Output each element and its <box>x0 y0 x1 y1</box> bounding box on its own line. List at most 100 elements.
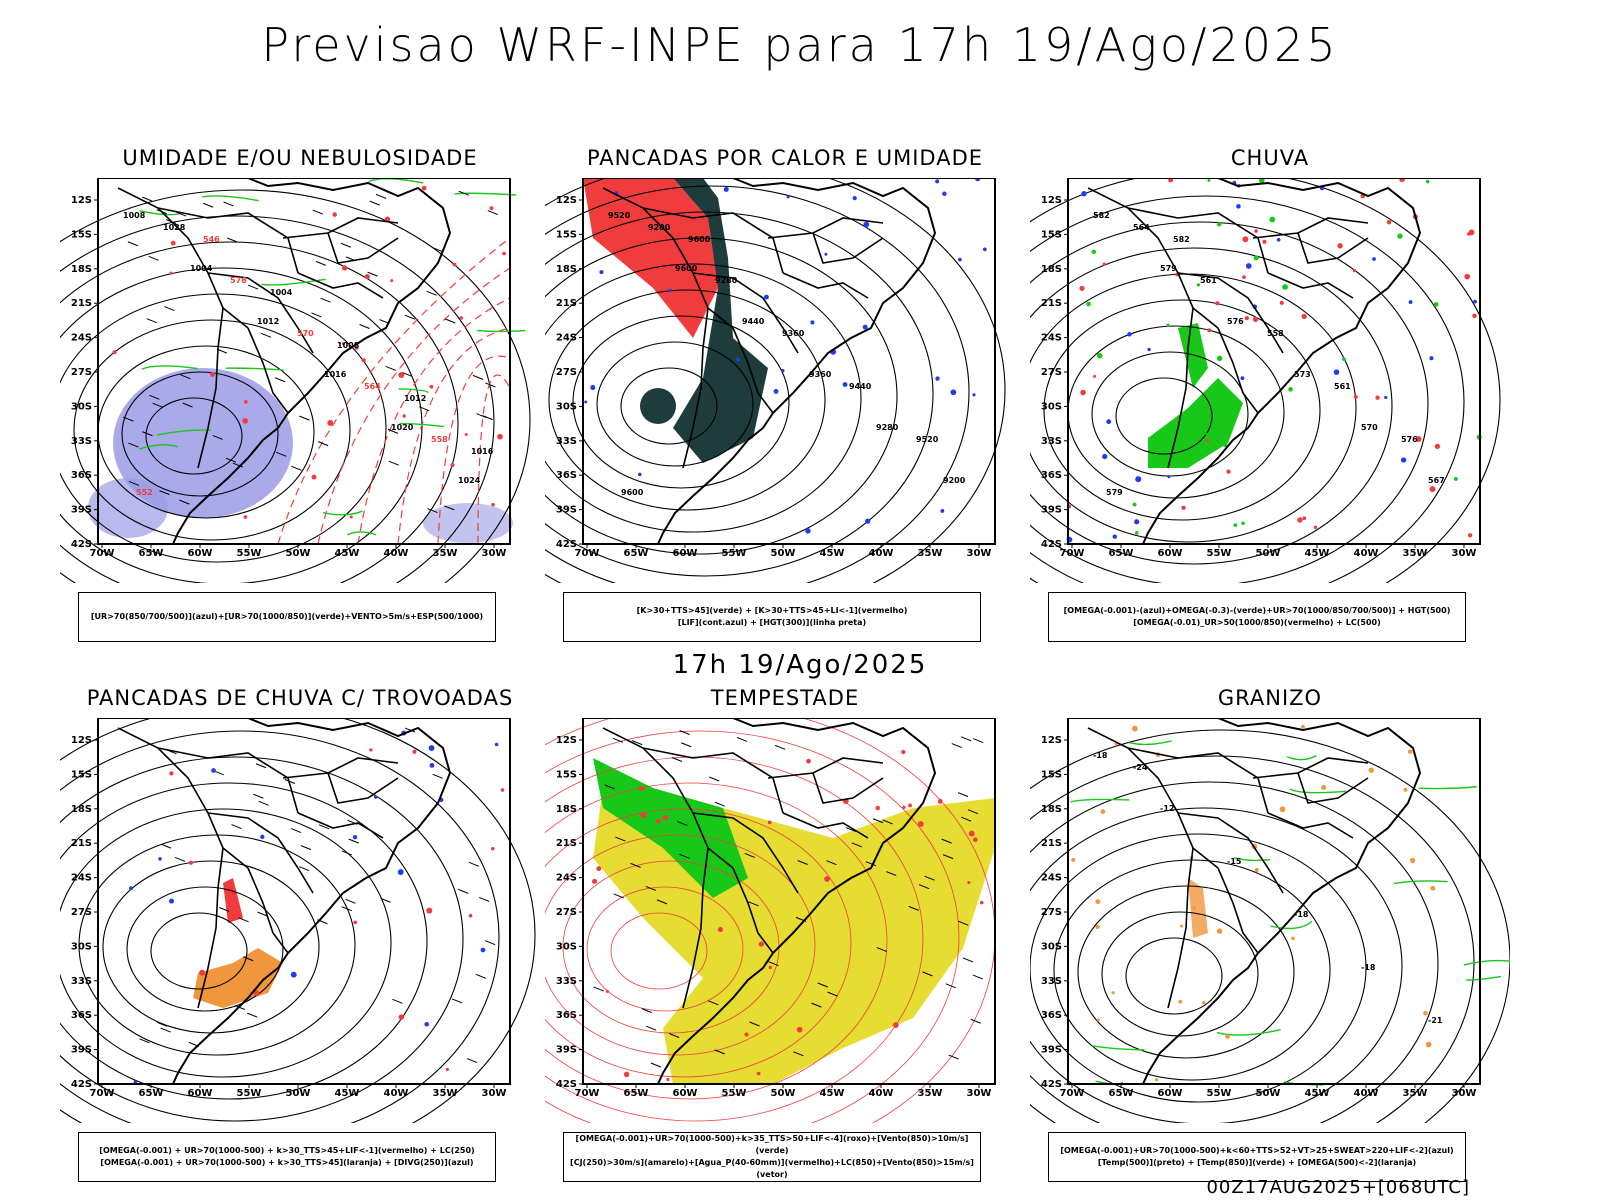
lon-label: 60W <box>188 548 213 559</box>
wind-vector <box>458 888 469 894</box>
field-speck <box>590 385 596 391</box>
field-speck <box>605 989 609 993</box>
field-speck <box>937 798 943 804</box>
field-speck <box>1091 249 1097 255</box>
panel-legend: [OMEGA(-0.001) + UR>70(1000-500) + k>30_… <box>78 1132 496 1182</box>
field-speck <box>1368 767 1374 773</box>
field-speck <box>1245 263 1252 269</box>
page-title: Previsao WRF-INPE para 17h 19/Ago/2025 <box>261 18 1339 72</box>
contour-line <box>60 215 495 583</box>
coastline <box>657 178 937 545</box>
map[interactable]: -18 -12 -15 -18 -18 -21 -24 12S 15S 18S 21S 24S 27S 3… <box>1030 718 1510 1123</box>
map-svg: 1008 1004 1012 1016 1020 1024 1028 576 570 564 558… <box>60 178 531 583</box>
panel-title: CHUVA <box>1230 146 1310 170</box>
coastline <box>172 718 452 1085</box>
contour-label: 1020 <box>391 423 414 432</box>
country-border <box>1252 217 1369 239</box>
country-border <box>207 812 314 894</box>
country-border <box>1167 307 1194 469</box>
wind-vector <box>128 480 140 486</box>
map[interactable]: 582 579 576 573 570 567 564 561 558 561 576 579 582 1… <box>1030 178 1510 583</box>
contour-label: 573 <box>1294 370 1311 379</box>
lon-label: 70W <box>90 548 115 559</box>
map[interactable]: 12S 15S 18S 21S 24S 27S 30S 33S 36S 39S 42S 70W 65W 6… <box>60 718 540 1123</box>
contour-line <box>1030 247 1393 565</box>
field-speck <box>584 400 588 404</box>
country-border <box>642 747 784 814</box>
contour-label: 552 <box>136 488 153 497</box>
wind-green-fill <box>593 758 748 898</box>
field-speck <box>429 763 435 768</box>
wind-vector <box>253 793 264 799</box>
contour-label: 1012 <box>257 317 279 326</box>
lon-label: 55W <box>1207 548 1232 559</box>
lon-label: 70W <box>1060 1088 1085 1099</box>
wind-vector <box>951 743 962 749</box>
contour-line <box>126 886 284 1012</box>
field-speck <box>1202 1000 1206 1005</box>
field-speck <box>767 820 772 825</box>
wind-vector <box>630 862 641 868</box>
map[interactable]: 12S 15S 18S 21S 24S 27S 30S 33S 36S 39S 42S 70W 65W 6… <box>545 718 1025 1123</box>
wind-vector <box>255 763 267 769</box>
field-speck <box>397 869 404 876</box>
thickness-line <box>397 327 511 545</box>
wind-vector <box>392 998 403 1004</box>
field-speck <box>1079 285 1085 291</box>
field-speck <box>398 1014 405 1020</box>
lon-label: 65W <box>139 548 164 559</box>
country-border <box>157 747 299 814</box>
lat-label: 27S <box>71 367 92 378</box>
lon-label: 55W <box>237 548 262 559</box>
field-speck <box>352 835 358 840</box>
field-speck <box>327 420 334 426</box>
wind-vector <box>247 284 259 290</box>
map[interactable]: 1008 1004 1012 1016 1020 1024 1028 576 570 564 558… <box>60 178 540 583</box>
contour-line <box>572 315 790 489</box>
wind-vector <box>142 196 153 202</box>
contour-label: 558 <box>431 435 448 444</box>
lat-label: 42S <box>71 539 92 550</box>
wind-vector <box>318 824 330 830</box>
contour-label: 564 <box>364 382 381 391</box>
field-speck <box>1112 534 1118 539</box>
wind-vector <box>679 853 690 859</box>
field-speck <box>656 818 661 824</box>
wind-vector <box>942 854 954 860</box>
wind-vector <box>668 1033 680 1038</box>
legend-line-1: [K>30+TTS>45](verde) + [K>30+TTS>45+LI<-… <box>636 606 908 615</box>
thickness-line <box>317 267 511 545</box>
wind-vector <box>872 818 884 824</box>
field-speck <box>1233 523 1238 527</box>
wind-vector <box>972 974 984 980</box>
green-contour <box>477 329 526 333</box>
panel-legend: [OMEGA(-0.001)-(azul)+OMEGA(-0.3)-(verde… <box>1048 592 1466 642</box>
legend-line-2: [CJ(250)>30m/s](amarelo)+[Agua_P(40-60mm… <box>570 1158 974 1179</box>
wind-vector <box>359 324 370 329</box>
field-speck <box>1127 332 1132 337</box>
field-speck <box>1207 328 1212 333</box>
wind-vector <box>212 434 223 440</box>
field-speck <box>133 1080 138 1084</box>
field-speck <box>591 878 598 884</box>
field-speck <box>973 837 978 843</box>
field-speck <box>662 814 669 821</box>
field-speck <box>1372 257 1376 261</box>
field-speck <box>332 212 337 217</box>
wind-vector <box>918 884 930 890</box>
field-speck <box>1472 313 1477 319</box>
wind-vector <box>641 1008 652 1014</box>
panel-tempestade: TEMPESTADE 12S 15S 18S 21S 24S 27S 30S 33S 36S 39… <box>545 686 1025 1182</box>
map-frame-group <box>545 718 996 1123</box>
contour-label: 9520 <box>608 211 631 220</box>
field-speck <box>243 515 248 519</box>
lat-label: 27S <box>1041 367 1062 378</box>
field-speck <box>763 294 769 300</box>
forecast-time-title: 17h 19/Ago/2025 <box>672 650 928 680</box>
map-svg: -18 -12 -15 -18 -18 -21 -24 12S 15S 18S 21S 24S 27S 3… <box>1030 718 1510 1123</box>
lat-label: 18S <box>1041 264 1062 275</box>
map[interactable]: 9520 9600 9440 9360 9280 9200 9200 9280 9360 9440… <box>545 178 1025 583</box>
green-contour <box>225 367 284 371</box>
wind-vector <box>258 800 269 806</box>
green-contour <box>157 429 211 436</box>
